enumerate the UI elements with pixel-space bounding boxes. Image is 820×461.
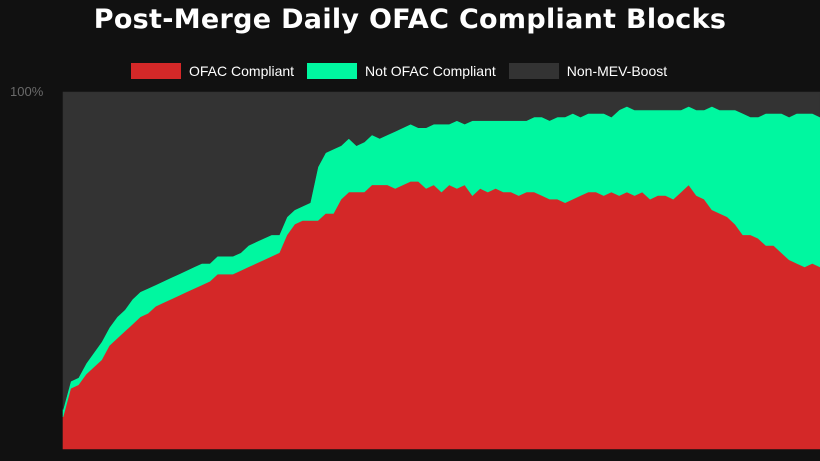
legend-swatch-not-ofac-compliant — [307, 63, 358, 79]
legend-item-non-mev-boost[interactable]: Non-MEV-Boost — [508, 63, 668, 79]
legend-label-non-mev-boost: Non-MEV-Boost — [566, 63, 668, 79]
legend-item-ofac-compliant[interactable]: OFAC Compliant — [131, 63, 294, 79]
chart-legend: OFAC Compliant Not OFAC Compliant Non-ME… — [131, 62, 680, 80]
legend-swatch-ofac-compliant — [131, 63, 181, 79]
area-non-mev-boost — [62, 91, 820, 410]
legend-swatch-non-mev-boost — [508, 63, 559, 79]
legend-label-ofac-compliant: OFAC Compliant — [189, 63, 295, 79]
legend-label-not-ofac-compliant: Not OFAC Compliant — [365, 63, 496, 79]
chart-title: Post-Merge Daily OFAC Compliant Blocks — [93, 4, 727, 35]
y-axis-tick-label: 100% — [10, 84, 44, 99]
legend-item-not-ofac-compliant[interactable]: Not OFAC Compliant — [307, 63, 496, 79]
